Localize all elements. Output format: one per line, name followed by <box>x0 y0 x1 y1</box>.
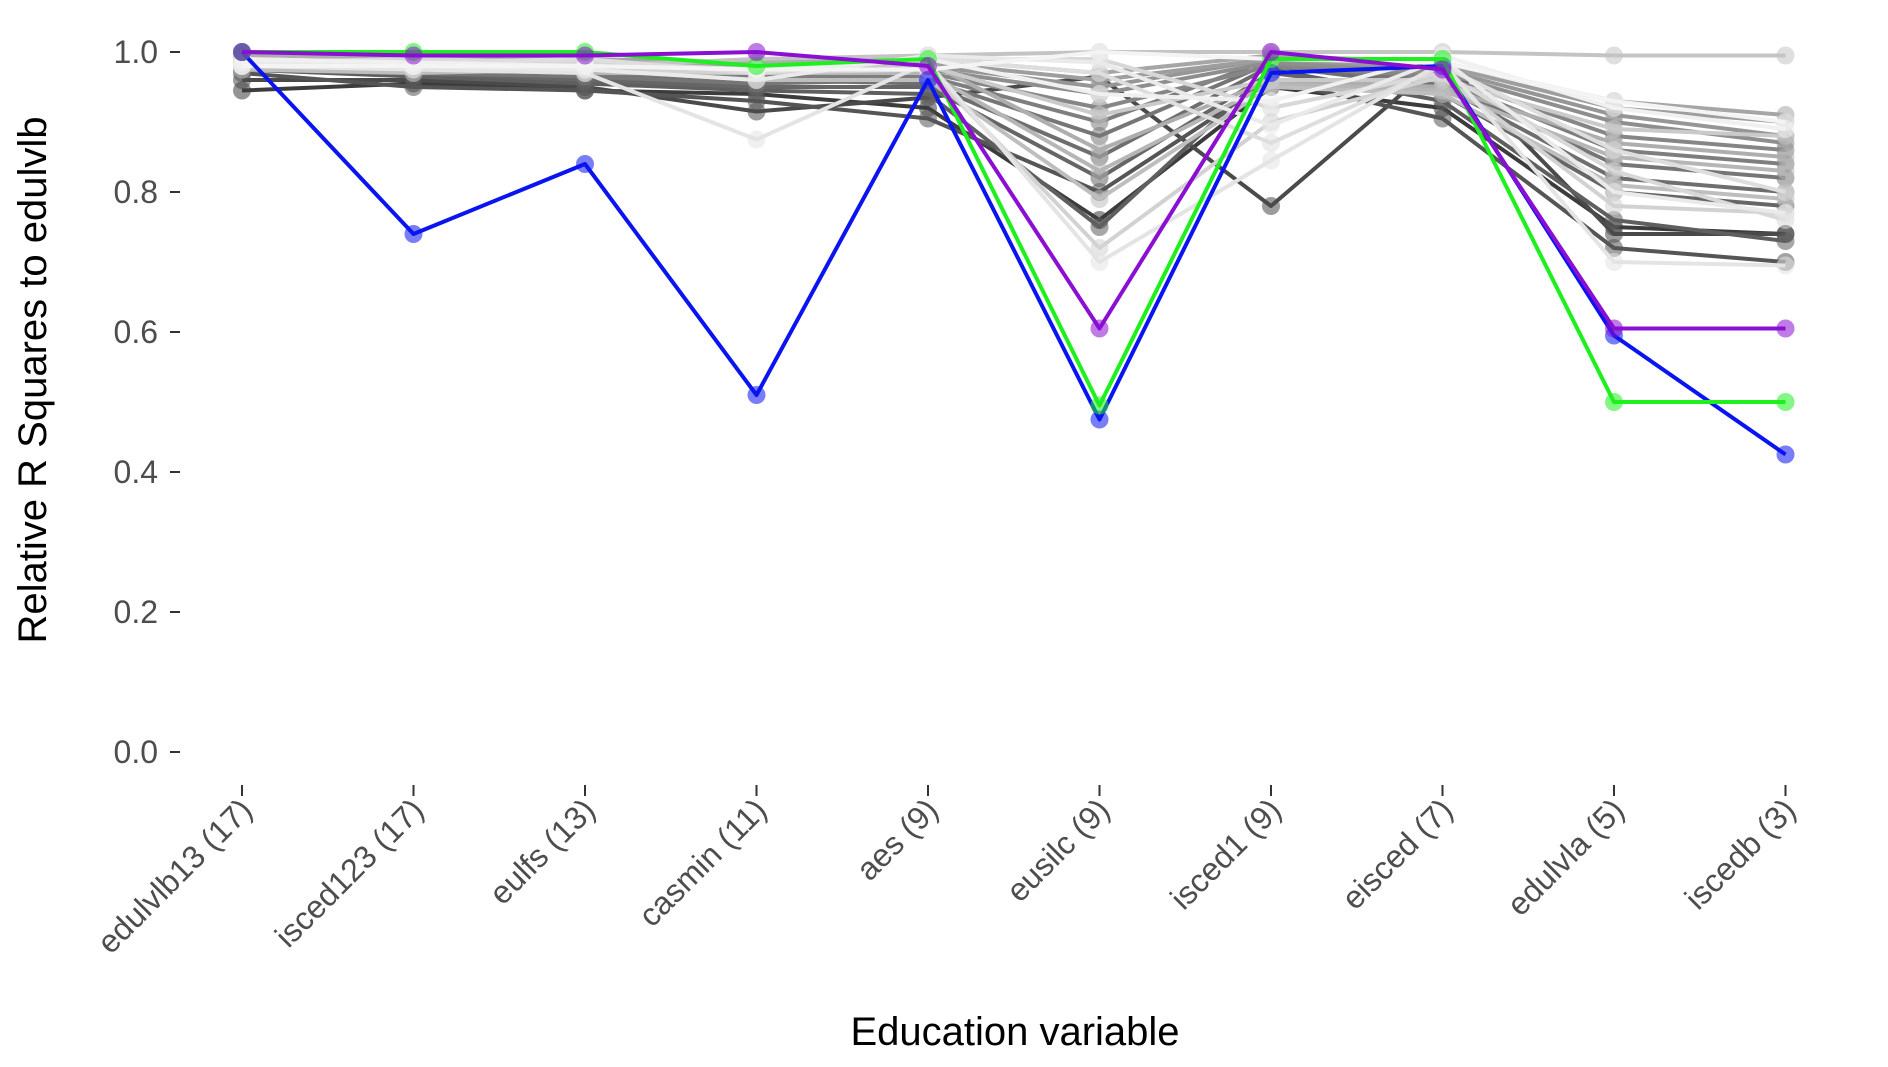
highlight-series-1-point-3 <box>747 57 766 75</box>
background-series-21-point-3 <box>747 130 766 149</box>
x-axis: edulvlb13 (17) isced123 (17) eulfs (13) cas… <box>90 785 1802 960</box>
background-series-24-point-0 <box>233 57 251 75</box>
background-series-17-point-8 <box>1605 120 1623 138</box>
background-series-13-point-5 <box>1090 141 1109 159</box>
x-tick-label-2: eulfs (13) <box>482 791 602 911</box>
x-tick-label-4: aes (9) <box>849 791 945 887</box>
background-series-21-point-9 <box>1776 256 1795 275</box>
y-tick-label-0: 0.0 <box>114 734 158 770</box>
background-series-18-point-8 <box>1605 197 1623 215</box>
highlight-series-1-point-9 <box>1776 393 1795 411</box>
background-series-2-point-7 <box>1433 109 1452 128</box>
highlight-series-0-point-9 <box>1776 445 1795 464</box>
background-series-13-point-9 <box>1776 148 1795 166</box>
highlight-series-0-point-3 <box>747 386 766 404</box>
background-series-21-point-8 <box>1605 253 1623 271</box>
background-series-23-point-6 <box>1262 92 1280 110</box>
highlight-series-line-1 <box>242 50 1786 408</box>
background-series-3-point-5 <box>1090 218 1109 236</box>
background-series-15-point-7 <box>1433 85 1452 103</box>
background-series-6-point-5 <box>1090 127 1109 145</box>
background-series-group <box>233 43 1795 275</box>
background-series-18-point-5 <box>1090 239 1109 257</box>
highlight-series-2-point-7 <box>1433 60 1452 79</box>
y-tick-label-3: 0.6 <box>114 314 158 350</box>
background-series-22-point-8 <box>1605 183 1623 201</box>
background-series-line-1 <box>242 57 1786 236</box>
highlight-series-2-point-6 <box>1262 43 1280 61</box>
background-series-22-point-9 <box>1776 204 1795 222</box>
x-tick-label-6: isced1 (9) <box>1163 791 1288 916</box>
highlight-series-1-point-5 <box>1090 396 1109 415</box>
background-series-3-point-8 <box>1605 211 1623 229</box>
background-series-20-point-8 <box>1605 141 1623 159</box>
highlight-series-2-point-5 <box>1090 319 1109 338</box>
background-series-2-point-8 <box>1605 239 1623 257</box>
background-series-19-point-8 <box>1605 162 1623 180</box>
y-tick-label-4: 0.8 <box>114 174 158 210</box>
highlight-series-2-point-0 <box>233 43 251 61</box>
background-series-line-21 <box>241 60 1786 268</box>
highlight-series-1-point-8 <box>1605 393 1623 411</box>
highlight-series-2-point-2 <box>576 46 594 65</box>
x-tick-label-1: isced123 (17) <box>268 791 431 954</box>
y-tick-label-2: 0.4 <box>114 454 158 490</box>
y-tick-label-5: 1.0 <box>114 34 158 70</box>
background-series-2-point-4 <box>919 109 937 128</box>
background-series-17-point-5 <box>1090 106 1109 124</box>
x-tick-label-0: edulvlb13 (17) <box>90 791 259 960</box>
x-tick-label-9: iscedb (3) <box>1678 791 1803 916</box>
background-series-line-24 <box>242 50 1786 124</box>
highlight-series-2-point-4 <box>919 57 937 75</box>
background-series-line-2 <box>241 71 1786 264</box>
background-series-20-point-6 <box>1262 134 1280 152</box>
highlight-series-2-point-8 <box>1605 319 1623 338</box>
background-series-16-point-8 <box>1605 46 1623 65</box>
highlight-series-2-point-9 <box>1776 319 1795 338</box>
y-axis: 0.0 0.2 0.4 0.6 0.8 1.0 <box>114 34 180 770</box>
x-axis-title: Education variable <box>850 1010 1179 1054</box>
background-series-1-point-6 <box>1262 197 1280 215</box>
highlight-series-group <box>233 43 1795 464</box>
background-series-14-point-5 <box>1090 162 1109 180</box>
background-series-16-point-9 <box>1776 46 1795 65</box>
background-series-1-point-8 <box>1605 225 1623 243</box>
highlight-series-2-point-1 <box>404 46 423 65</box>
background-series-20-point-9 <box>1776 183 1795 201</box>
background-series-21-point-5 <box>1090 253 1109 271</box>
background-series-24-point-5 <box>1090 43 1109 61</box>
background-series-22-point-6 <box>1262 116 1280 135</box>
highlight-series-0-point-1 <box>404 225 423 243</box>
x-tick-label-5: eusilc (9) <box>999 791 1116 908</box>
highlight-series-line-2 <box>241 50 1786 331</box>
x-tick-label-7: eisced (7) <box>1335 791 1460 916</box>
background-series-3-point-9 <box>1776 232 1795 250</box>
highlight-series-0-point-5 <box>1090 410 1109 429</box>
background-series-23-point-5 <box>1090 85 1109 103</box>
y-tick-label-1: 0.2 <box>114 594 158 630</box>
background-series-24-point-8 <box>1605 92 1623 110</box>
background-series-24-point-9 <box>1776 113 1795 131</box>
background-series-14-point-9 <box>1776 162 1795 180</box>
background-series-15-point-5 <box>1090 190 1109 208</box>
y-axis-title: Relative R Squares to edulvlb <box>11 117 55 644</box>
highlight-series-0-point-2 <box>576 155 594 173</box>
x-tick-label-3: casmin (11) <box>631 791 773 933</box>
highlight-series-2-point-3 <box>747 43 766 61</box>
background-series-21-point-6 <box>1262 151 1280 170</box>
x-tick-label-8: edulvla (5) <box>1500 791 1631 922</box>
background-series-line-20 <box>241 57 1786 194</box>
